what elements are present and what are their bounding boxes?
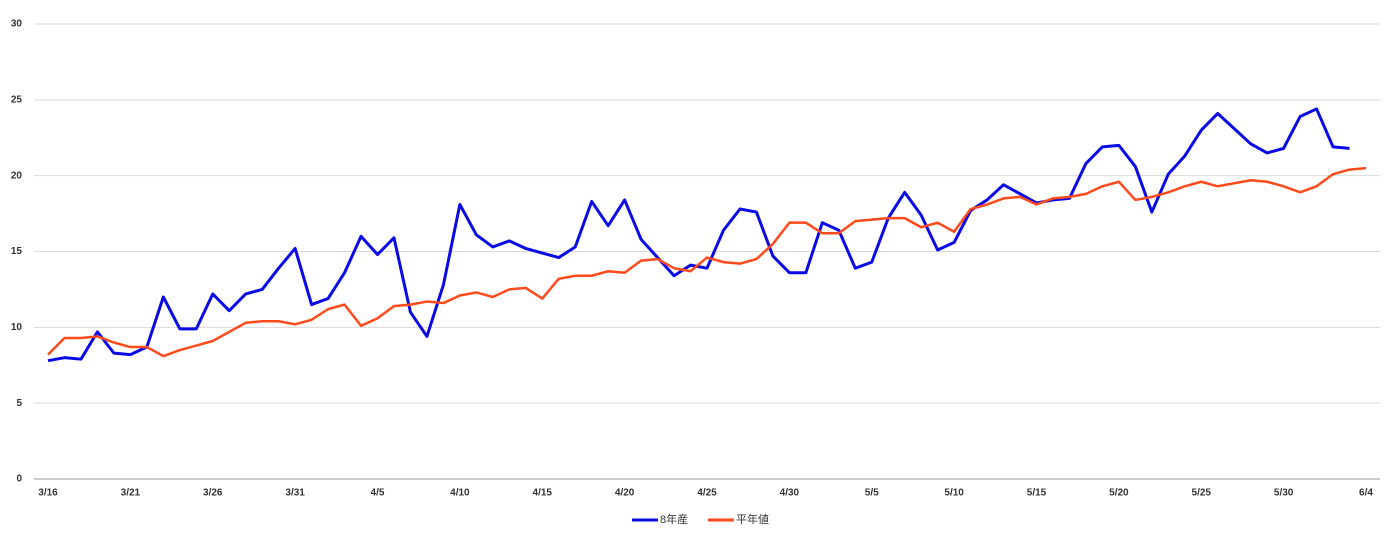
x-tick-label: 5/15: [1027, 488, 1047, 499]
y-tick-label: 25: [11, 94, 23, 105]
x-tick-label: 4/5: [371, 488, 385, 499]
x-tick-label: 4/10: [450, 488, 470, 499]
x-tick-label: 3/26: [203, 488, 223, 499]
y-tick-label: 10: [11, 322, 23, 333]
x-tick-label: 5/5: [865, 488, 879, 499]
x-tick-label: 4/30: [780, 488, 800, 499]
x-tick-label: 5/25: [1192, 488, 1212, 499]
y-tick-label: 0: [16, 474, 22, 485]
x-tick-label: 5/30: [1274, 488, 1294, 499]
x-tick-label: 5/10: [944, 488, 964, 499]
legend-label: 8年産: [660, 512, 688, 526]
x-tick-label: 4/20: [615, 488, 635, 499]
y-tick-label: 30: [11, 19, 23, 30]
x-tick-label: 3/16: [38, 488, 58, 499]
data-line: [47, 107, 1350, 363]
x-tick-label: 4/25: [697, 488, 717, 499]
data-line: [47, 166, 1367, 358]
x-tick-label: 5/20: [1109, 488, 1129, 499]
x-tick-label: 3/21: [121, 488, 141, 499]
legend-label: 平年値: [736, 512, 769, 526]
x-tick-label: 6/4: [1359, 488, 1373, 499]
y-tick-label: 5: [16, 398, 22, 409]
x-tick-label: 3/31: [285, 488, 305, 499]
y-tick-label: 20: [11, 170, 23, 181]
x-tick-label: 4/15: [533, 488, 553, 499]
y-tick-label: 15: [11, 246, 23, 257]
